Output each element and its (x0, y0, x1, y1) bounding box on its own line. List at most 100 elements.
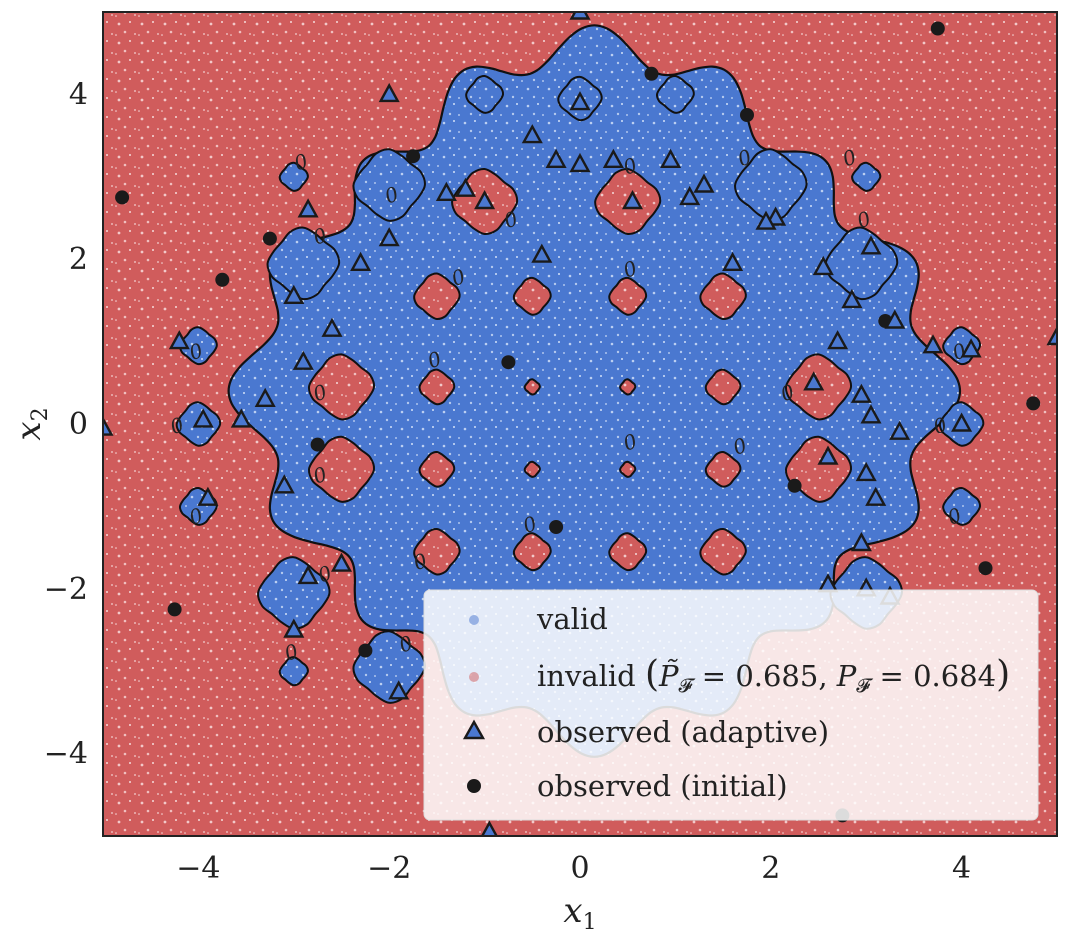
observed-adaptive-point (865, 486, 887, 506)
observed-adaptive-point (388, 680, 410, 700)
observed-adaptive-point (922, 334, 944, 354)
invalid-hole-10 (704, 368, 742, 406)
observed-adaptive-point (569, 12, 591, 20)
observed-adaptive-point (884, 309, 906, 329)
invalid-hole-18 (413, 527, 461, 576)
observed-initial-point (358, 643, 373, 658)
observed-adaptive-point (860, 235, 882, 255)
legend-equals-2: = (870, 659, 913, 693)
observed-adaptive-point (273, 474, 295, 494)
observed-adaptive-point (569, 91, 591, 111)
valid-island-0 (465, 74, 505, 114)
observed-initial-point (167, 602, 182, 617)
observed-adaptive-point (827, 330, 849, 350)
legend-p-true-value: 0.684 (913, 659, 996, 693)
observed-adaptive-point (545, 148, 567, 169)
observed-adaptive-point (812, 255, 834, 276)
observed-adaptive-point (693, 173, 715, 193)
valid-island-3 (352, 148, 426, 222)
x-tick-label: 0 (570, 851, 589, 886)
legend-invalid-marker (469, 672, 479, 682)
observed-adaptive-point (850, 383, 872, 403)
legend-p-tilde-symbol: P̃ (658, 659, 679, 693)
observed-adaptive-point (951, 412, 973, 432)
observed-adaptive-point (817, 445, 839, 465)
y-axis-label: x2 (9, 407, 53, 440)
observed-adaptive-point (602, 148, 624, 169)
observed-adaptive-points (103, 12, 1057, 836)
legend-p-true-subscript: 𝓕 (856, 675, 874, 697)
legend-initial-marker (467, 779, 481, 793)
observed-adaptive-point (435, 181, 457, 202)
observed-initial-point (930, 21, 945, 36)
observed-adaptive-point (531, 243, 553, 263)
invalid-hole-14 (523, 460, 541, 478)
invalid-hole-20 (608, 532, 648, 572)
observed-adaptive-point (283, 618, 305, 638)
y-tick-label: 0 (69, 407, 88, 442)
y-tick-label: −4 (44, 737, 88, 772)
observed-initial-point (740, 108, 754, 122)
x-tick-label: −2 (367, 851, 411, 886)
legend-separator: , (818, 659, 836, 693)
observed-initial-point (501, 355, 516, 370)
observed-adaptive-point (474, 190, 496, 210)
valid-island-6 (851, 161, 882, 192)
observed-adaptive-point (192, 408, 214, 428)
observed-adaptive-point (803, 371, 825, 391)
observed-adaptive-point (480, 820, 498, 836)
observed-adaptive-point (660, 148, 682, 169)
observed-adaptive-point (860, 404, 882, 424)
x-axis-ticks: −4 −2 0 2 4 (176, 851, 971, 886)
y-tick-label: 4 (69, 77, 88, 112)
observed-adaptive-point (521, 124, 543, 144)
x-axis-label-subscript: 1 (583, 910, 597, 935)
invalid-hole-8 (523, 378, 541, 396)
legend: valid invalid (P̃𝓕 = 0.685, P𝓕 = 0.684) … (423, 589, 1039, 821)
observed-initial-point (549, 520, 564, 534)
invalid-hole-12 (307, 435, 376, 503)
invalid-hole-13 (418, 450, 456, 488)
legend-adaptive-label: observed (adaptive) (537, 715, 829, 749)
observed-adaptive-point (330, 552, 353, 572)
invalid-hole-6 (307, 353, 376, 421)
legend-p-tilde-value: 0.685 (735, 659, 818, 693)
y-tick-label: 2 (69, 242, 88, 277)
invalid-hole-19 (512, 532, 552, 572)
legend-invalid-label: invalid (P̃𝓕 = 0.685, P𝓕 = 0.684) (537, 654, 1010, 697)
observed-adaptive-point (283, 284, 305, 304)
invalid-hole-7 (418, 368, 456, 406)
valid-island-2 (655, 74, 695, 114)
observed-initial-point (115, 190, 130, 205)
legend-p-tilde-subscript: 𝓕 (679, 675, 697, 697)
observed-adaptive-point (378, 82, 400, 103)
legend-adaptive-marker (462, 719, 486, 740)
invalid-hole-3 (512, 276, 552, 316)
observed-adaptive-point (889, 420, 911, 440)
observed-initial-point (406, 149, 421, 164)
legend-valid-marker (469, 615, 479, 625)
observed-initial-point (978, 561, 993, 576)
invalid-hole-5 (699, 272, 747, 321)
valid-region (175, 24, 985, 758)
y-axis-label-subscript: 2 (28, 407, 53, 421)
invalid-hole-17 (784, 435, 853, 503)
observed-initial-point (1026, 396, 1041, 411)
observed-adaptive-point (960, 338, 982, 358)
observed-adaptive-point (254, 387, 276, 407)
observed-adaptive-point (103, 416, 114, 436)
observed-adaptive-point (855, 461, 877, 482)
observed-adaptive-point (168, 330, 190, 350)
observed-adaptive-point (569, 152, 591, 173)
observed-adaptive-point (230, 408, 252, 428)
y-tick-label: −2 (44, 572, 88, 607)
x-tick-label: 4 (952, 851, 971, 886)
observed-adaptive-point (197, 486, 219, 506)
invalid-hole-15 (619, 460, 637, 478)
valid-island-18 (278, 656, 309, 687)
valid-island-14 (942, 486, 982, 526)
invalid-hole-9 (619, 378, 637, 396)
observed-adaptive-point (621, 190, 644, 210)
invalid-hole-4 (608, 276, 648, 316)
